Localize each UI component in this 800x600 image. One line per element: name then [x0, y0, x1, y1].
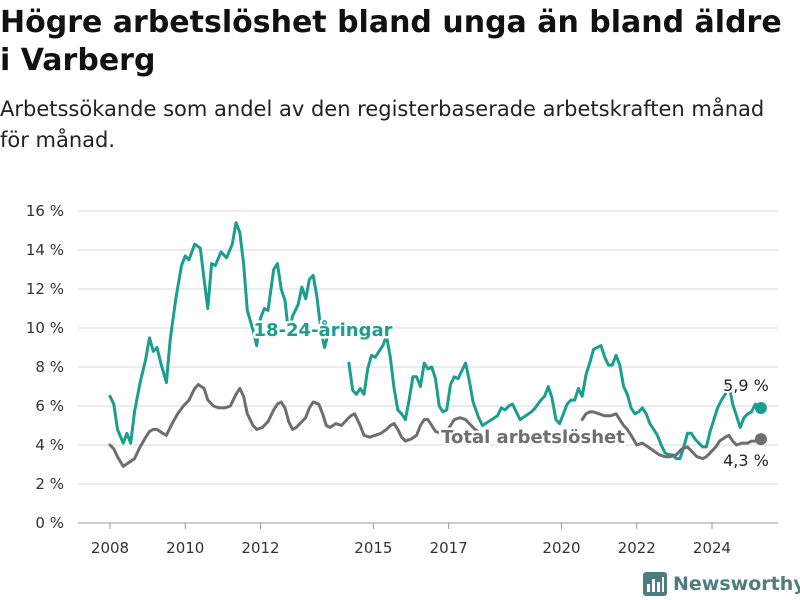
y-tick-label: 0 %: [35, 514, 64, 532]
y-tick-label: 8 %: [35, 358, 64, 376]
total-end-value-label: 4,3 %: [723, 451, 769, 470]
total-series-name-label: Total arbetslöshet: [441, 427, 625, 448]
y-tick-label: 16 %: [26, 202, 64, 220]
youth-series-line: [347, 334, 763, 461]
x-tick-label: 2015: [354, 539, 392, 557]
x-tick-label: 2017: [430, 539, 468, 557]
y-tick-label: 2 %: [35, 475, 64, 493]
y-tick-label: 6 %: [35, 397, 64, 415]
total-series-line: [580, 410, 763, 461]
x-tick-label: 2024: [693, 539, 731, 557]
x-tick-label: 2010: [166, 539, 204, 557]
y-tick-label: 14 %: [26, 241, 64, 259]
total-series-line: [108, 383, 483, 468]
y-tick-label: 12 %: [26, 280, 64, 298]
youth-end-value-label: 5,9 %: [723, 376, 769, 395]
youth-series-name-label: 18-24-åringar: [254, 319, 393, 341]
youth-series-line: [108, 221, 330, 445]
total-end-point: [754, 433, 767, 446]
bar-chart-logo-icon: [643, 572, 667, 596]
y-tick-label: 10 %: [26, 319, 64, 337]
youth-end-point: [754, 401, 767, 414]
brand-name: Newsworthy: [673, 573, 800, 595]
newsworthy-brand[interactable]: Newsworthy: [643, 568, 800, 600]
x-tick-label: 2020: [542, 539, 580, 557]
x-tick-label: 2022: [618, 539, 656, 557]
chart-subtitle: Arbetssökande som andel av den registerb…: [0, 97, 765, 152]
x-tick-label: 2008: [91, 539, 129, 557]
x-tick-label: 2012: [241, 539, 279, 557]
y-tick-label: 4 %: [35, 436, 64, 454]
chart-title: Högre arbetslöshet bland unga än bland ä…: [0, 5, 782, 78]
